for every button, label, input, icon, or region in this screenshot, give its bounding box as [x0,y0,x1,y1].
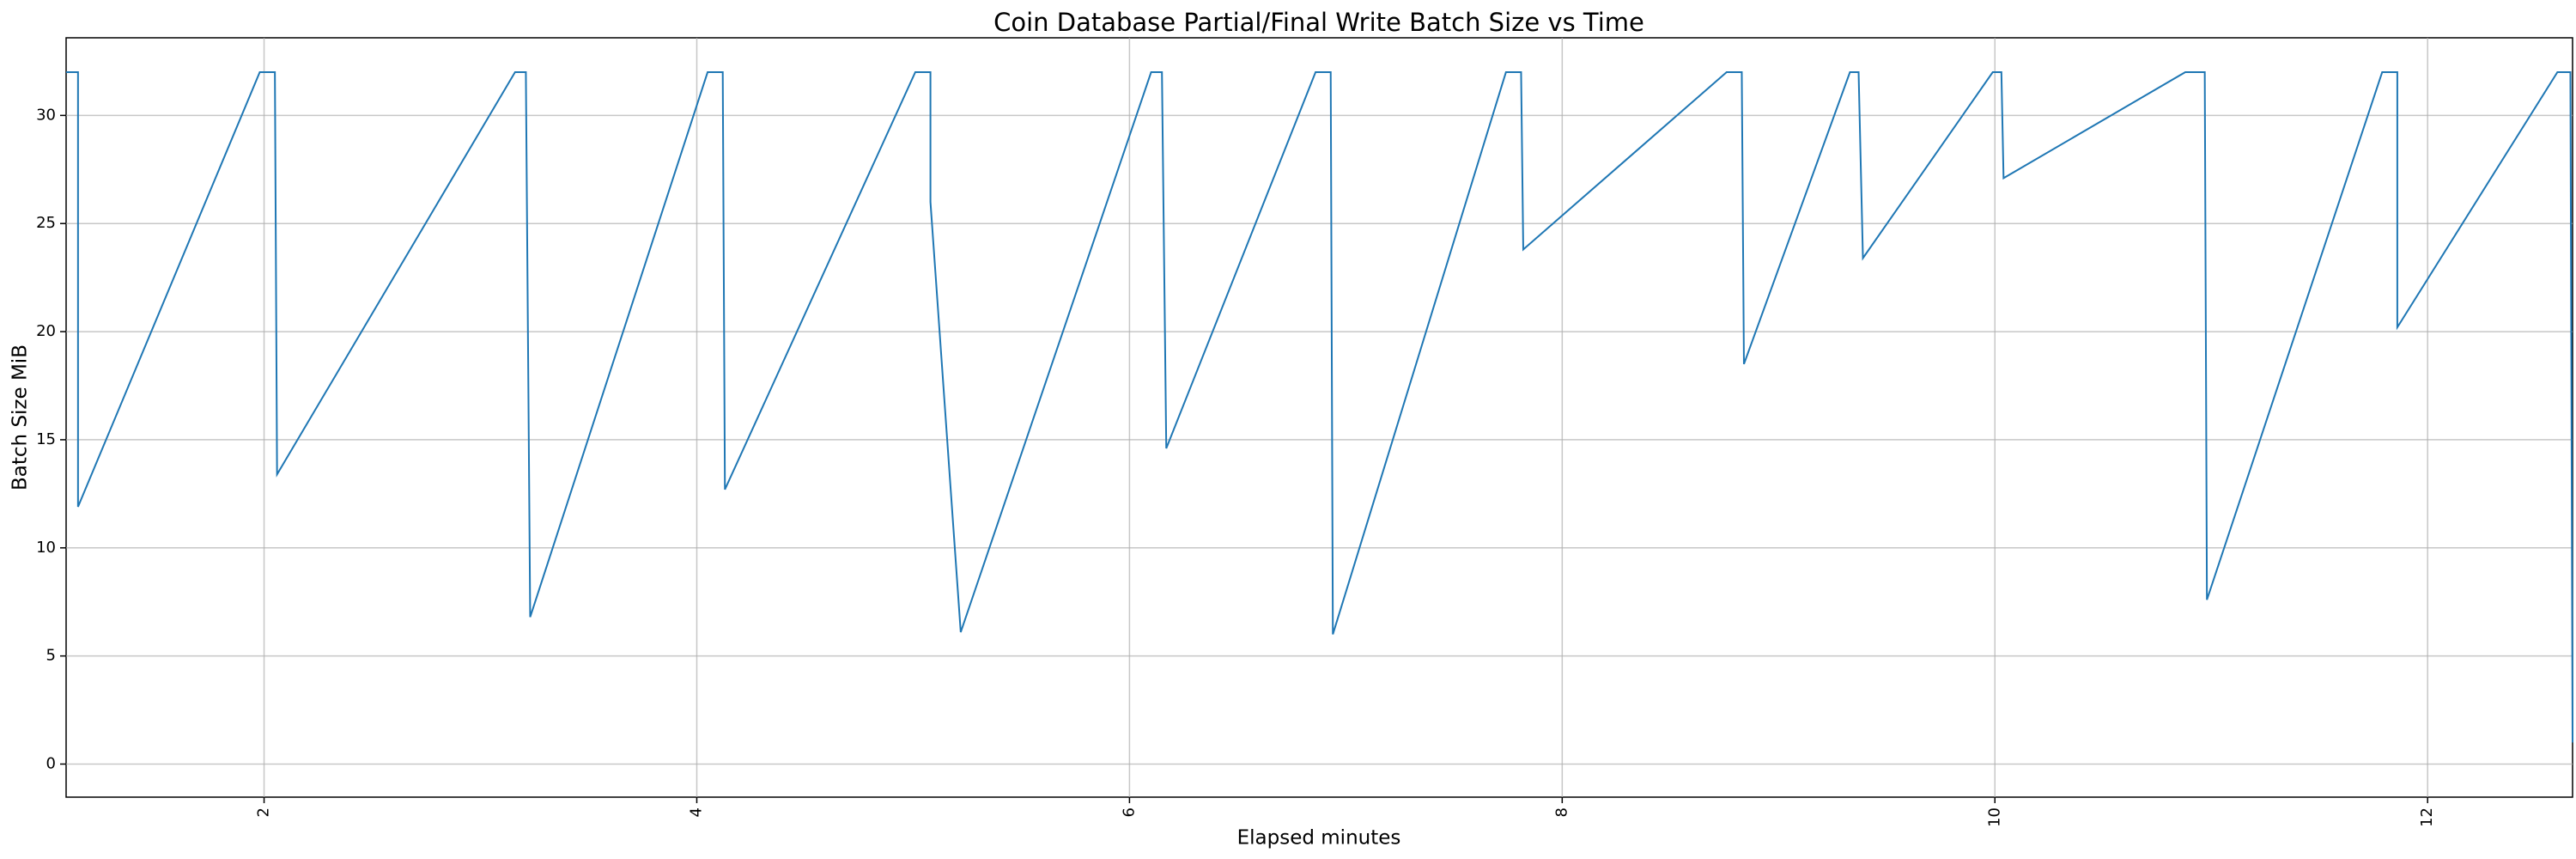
x-tick-label: 8 [1552,807,1571,817]
y-tick-label: 30 [36,106,56,124]
y-tick-label: 0 [46,754,56,772]
plot-frame [65,37,2573,798]
data-line [66,71,2573,743]
x-tick-label: 12 [2418,807,2436,827]
x-tick-label: 2 [255,807,273,817]
chart-title: Coin Database Partial/Final Write Batch … [993,8,1644,37]
x-tick-label: 10 [1985,807,2003,827]
y-tick-label: 20 [36,322,56,340]
y-tick-label: 5 [46,647,56,665]
y-axis-label: Batch Size MiB [9,344,32,490]
x-axis-label: Elapsed minutes [1237,827,1401,850]
x-tick-label: 6 [1120,807,1138,817]
x-tick-label: 4 [687,807,705,817]
y-tick-label: 10 [36,539,56,557]
y-tick-label: 25 [36,214,56,232]
y-tick-label: 15 [36,430,56,448]
